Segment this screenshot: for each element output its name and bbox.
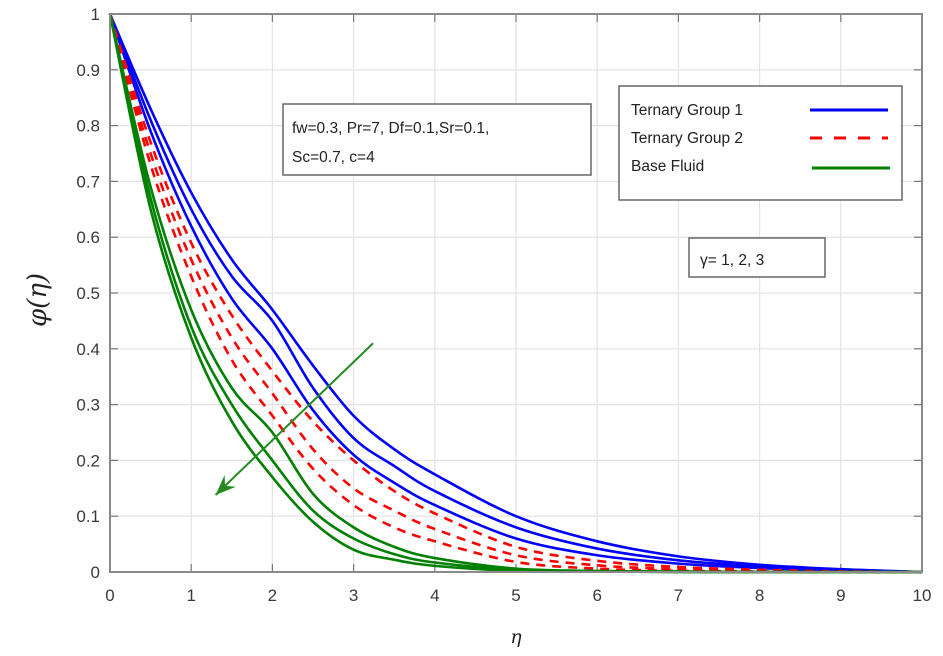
plot-area-frame <box>109 13 923 573</box>
legend-label: Ternary Group 2 <box>631 130 743 147</box>
legend-label: Base Fluid <box>631 158 704 175</box>
y-tick-label: 1 <box>91 5 100 24</box>
series-line-ternary-group-1-gamma-3 <box>108 13 923 574</box>
y-tick-label: 0.4 <box>76 340 100 359</box>
x-axis-label: η <box>510 626 522 648</box>
series-line-ternary-group-1-gamma-1 <box>108 13 923 574</box>
parameters-annotation-box: fw=0.3, Pr=7, Df=0.1,Sr=0.1, Sc=0.7, c=4 <box>282 103 592 176</box>
series-line-ternary-group-1-gamma-2 <box>108 13 923 574</box>
y-axis-label: φ(η) <box>23 273 53 327</box>
y-tick-label: 0 <box>91 563 100 582</box>
x-tick-label: 2 <box>268 586 277 605</box>
x-tick-label: 3 <box>349 586 358 605</box>
y-tick-label: 0.5 <box>76 284 100 303</box>
arrow-shaft <box>214 342 374 496</box>
series-line-ternary-group-2-gamma-2 <box>108 13 923 574</box>
x-tick-label: 8 <box>755 586 764 605</box>
x-tick-label: 9 <box>836 586 845 605</box>
series-line-ternary-group-2-gamma-3 <box>108 13 923 574</box>
x-tick-label: 10 <box>913 586 932 605</box>
x-tick-label: 4 <box>430 586 439 605</box>
x-tick-label: 0 <box>105 586 114 605</box>
x-tick-label: 7 <box>674 586 683 605</box>
y-tick-label: 0.7 <box>76 172 100 191</box>
x-tick-label: 6 <box>592 586 601 605</box>
y-axis-tick-labels: 0 0.1 0.2 0.3 0.4 0.5 0.6 0.7 0.8 0.9 1 <box>76 5 100 582</box>
x-tick-label: 1 <box>186 586 195 605</box>
y-tick-label: 0.3 <box>76 396 100 415</box>
legend-label: Ternary Group 1 <box>631 102 743 119</box>
y-tick-label: 0.1 <box>76 507 100 526</box>
y-tick-label: 0.6 <box>76 228 100 247</box>
y-tick-label: 0.8 <box>76 117 100 136</box>
y-tick-label: 0.9 <box>76 61 100 80</box>
gamma-annotation-box: γ= 1, 2, 3 <box>688 237 826 278</box>
parameters-line-2: Sc=0.7, c=4 <box>292 149 375 166</box>
x-tick-label: 5 <box>511 586 520 605</box>
gamma-direction-arrow <box>214 342 374 496</box>
y-tick-label: 0.2 <box>76 451 100 470</box>
parameters-line-1: fw=0.3, Pr=7, Df=0.1,Sr=0.1, <box>292 120 489 137</box>
x-axis-tick-labels: 0 1 2 3 4 5 6 7 8 9 10 <box>105 586 931 605</box>
arrow-head-icon <box>215 474 236 495</box>
gamma-values-label: γ= 1, 2, 3 <box>700 252 764 269</box>
series-line-ternary-group-2-gamma-1 <box>108 13 923 574</box>
legend: Ternary Group 1 Ternary Group 2 Base Fluid <box>618 85 903 201</box>
